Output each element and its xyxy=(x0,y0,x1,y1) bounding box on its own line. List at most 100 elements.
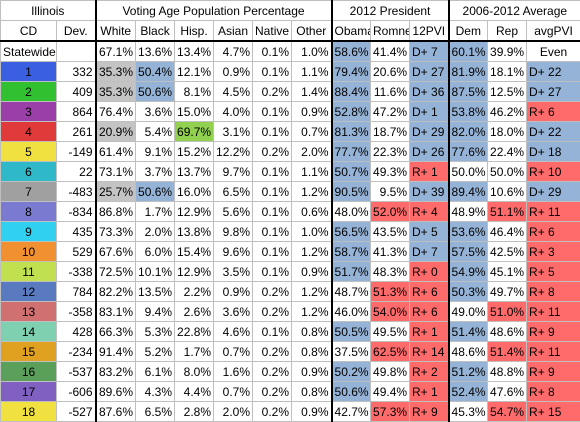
cell-asian: 0.9% xyxy=(214,62,253,82)
cell-other: 0.7% xyxy=(292,122,332,142)
cell-native: 0.1% xyxy=(253,222,292,242)
cell-dev: -537 xyxy=(57,362,96,382)
col-header-12pvi: 12PVI xyxy=(410,21,449,42)
cell-native: 0.1% xyxy=(253,102,292,122)
cell-dev: 864 xyxy=(57,102,96,122)
cell-native: 0.2% xyxy=(253,82,292,102)
cell-asian: 3.1% xyxy=(214,122,253,142)
cell-native: 0.1% xyxy=(253,202,292,222)
cell-native: 0.1% xyxy=(253,242,292,262)
cell-asian: 4.7% xyxy=(214,41,253,62)
cell-rep: 47.6% xyxy=(488,382,527,402)
cell-avgpvi: R+ 9 xyxy=(527,322,580,342)
cell-white: 35.3% xyxy=(96,62,136,82)
cell-hisp: 22.8% xyxy=(175,322,214,342)
cell-dev: -338 xyxy=(57,262,96,282)
cell-avgpvi: R+ 10 xyxy=(527,162,580,182)
cell-dev: -527 xyxy=(57,402,96,422)
cell-white: 20.9% xyxy=(96,122,136,142)
cell-cd: 11 xyxy=(1,262,57,282)
cell-dem: 48.9% xyxy=(449,202,488,222)
cell-asian: 1.6% xyxy=(214,362,253,382)
cell-hisp: 2.8% xyxy=(175,402,214,422)
cell-obama: 50.6% xyxy=(332,382,371,402)
cell-obama: 90.5% xyxy=(332,182,371,202)
cell-other: 1.2% xyxy=(292,242,332,262)
cell-dem: 51.4% xyxy=(449,322,488,342)
cell-obama: 50.7% xyxy=(332,162,371,182)
cell-obama: 51.7% xyxy=(332,262,371,282)
cell-black: 6.5% xyxy=(136,402,175,422)
cell-12pvi: R+ 1 xyxy=(410,382,449,402)
cell-white: 82.2% xyxy=(96,282,136,302)
cell-cd: 13 xyxy=(1,302,57,322)
cell-12pvi: D+ 29 xyxy=(410,122,449,142)
col-header-white: White xyxy=(96,21,136,42)
col-header-asian: Asian xyxy=(214,21,253,42)
cell-12pvi: R+ 1 xyxy=(410,322,449,342)
cell-other: 0.8% xyxy=(292,382,332,402)
cell-romney: 51.3% xyxy=(371,282,410,302)
cell-black: 50.6% xyxy=(136,182,175,202)
cell-romney: 48.3% xyxy=(371,262,410,282)
cell-avgpvi: D+ 18 xyxy=(527,142,580,162)
col-header-cd: CD xyxy=(1,21,57,42)
cell-obama: 58.6% xyxy=(332,41,371,62)
cell-12pvi: D+ 27 xyxy=(410,62,449,82)
cell-dev: 435 xyxy=(57,222,96,242)
cell-black: 2.0% xyxy=(136,222,175,242)
cell-cd: 14 xyxy=(1,322,57,342)
cell-asian: 0.9% xyxy=(214,282,253,302)
cell-avgpvi: R+ 8 xyxy=(527,382,580,402)
cell-white: 73.3% xyxy=(96,222,136,242)
cell-dem: 53.8% xyxy=(449,102,488,122)
cell-avgpvi: R+ 3 xyxy=(527,242,580,262)
cell-dem: 57.5% xyxy=(449,242,488,262)
cell-dem: 48.6% xyxy=(449,342,488,362)
cell-hisp: 13.7% xyxy=(175,162,214,182)
cell-hisp: 12.1% xyxy=(175,62,214,82)
cell-rep: 18.0% xyxy=(488,122,527,142)
cell-cd: 12 xyxy=(1,282,57,302)
col-header-avgpvi: avgPVI xyxy=(527,21,580,42)
cell-other: 0.9% xyxy=(292,262,332,282)
cell-hisp: 15.4% xyxy=(175,242,214,262)
cell-hisp: 2.2% xyxy=(175,282,214,302)
cell-12pvi: D+ 26 xyxy=(410,142,449,162)
cell-12pvi: D+ 36 xyxy=(410,82,449,102)
cell-asian: 12.2% xyxy=(214,142,253,162)
cell-hisp: 8.1% xyxy=(175,82,214,102)
cell-romney: 49.3% xyxy=(371,162,410,182)
cell-cd: 4 xyxy=(1,122,57,142)
cell-rep: 18.1% xyxy=(488,62,527,82)
cell-black: 50.6% xyxy=(136,82,175,102)
cell-dem: 54.9% xyxy=(449,262,488,282)
col-header-dev: Dev. xyxy=(57,21,96,42)
cell-white: 76.4% xyxy=(96,102,136,122)
cell-romney: 52.0% xyxy=(371,202,410,222)
cell-native: 0.2% xyxy=(253,142,292,162)
cell-dem: 60.1% xyxy=(449,41,488,62)
cell-12pvi: R+ 9 xyxy=(410,402,449,422)
cell-native: 0.2% xyxy=(253,342,292,362)
cell-other: 1.2% xyxy=(292,302,332,322)
cell-other: 0.9% xyxy=(292,402,332,422)
cell-romney: 22.3% xyxy=(371,142,410,162)
col-header-dem: Dem xyxy=(449,21,488,42)
cell-hisp: 15.0% xyxy=(175,102,214,122)
cell-romney: 57.3% xyxy=(371,402,410,422)
cell-obama: 81.3% xyxy=(332,122,371,142)
cell-obama: 46.0% xyxy=(332,302,371,322)
cell-hisp: 1.7% xyxy=(175,342,214,362)
cell-white: 25.7% xyxy=(96,182,136,202)
cell-asian: 4.6% xyxy=(214,322,253,342)
cell-white: 91.4% xyxy=(96,342,136,362)
cell-rep: 51.1% xyxy=(488,202,527,222)
cell-asian: 4.0% xyxy=(214,102,253,122)
president-group-header: 2012 President xyxy=(332,1,449,21)
cell-rep: 22.4% xyxy=(488,142,527,162)
